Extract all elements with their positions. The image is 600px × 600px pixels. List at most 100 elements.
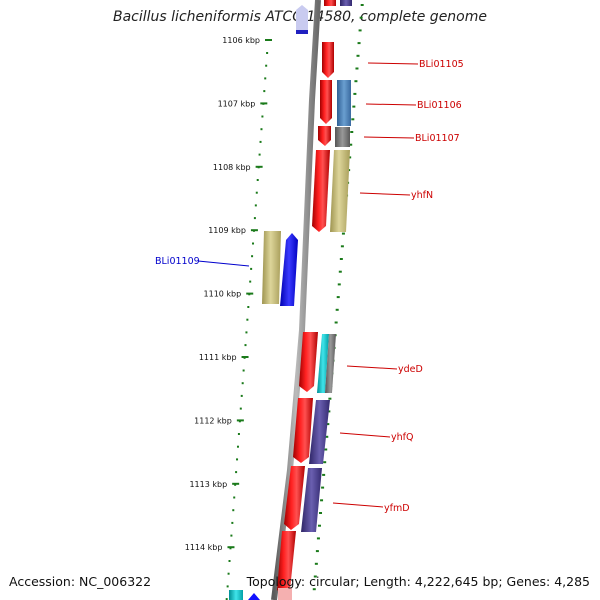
inner-tick-dot [231,521,234,524]
kbp-tick-label: 1106 kbp [222,36,260,45]
outer-tick-dot [360,4,364,6]
outer-tick-dot [340,245,344,248]
gene-bli01107-red [318,126,331,146]
outer-tick-dot [315,550,319,553]
gene-yded-gray [325,334,336,393]
outer-tick-dot [338,270,342,273]
outer-tick-dot [325,435,329,438]
inner-tick-dot [230,534,233,537]
gene-label-bli01105[interactable]: BLi01105 [419,59,464,70]
inner-tick-dot [253,217,256,220]
gene-bli01107-gray [335,127,350,147]
outer-tick-dot [355,67,359,70]
inner-tick-dot [261,115,264,118]
outer-tick-dot [354,80,358,83]
outer-tick-dot [326,423,330,426]
gene-label-yfmd[interactable]: yfmD [384,503,410,514]
inner-tick-dot [236,445,239,448]
outer-tick-dot [341,232,345,235]
gene-yhfq-navy [309,400,330,464]
inner-tick-dot [263,90,266,93]
gene-label-bli01106[interactable]: BLi01106 [417,100,462,111]
gene-bli01105 [322,42,334,78]
gene-bottom-blue [248,593,260,600]
outer-tick-dot [327,410,331,413]
gene-label-bli01107[interactable]: BLi01107 [415,133,460,144]
outer-tick-dot [336,296,340,299]
inner-tick-dot [228,560,231,562]
inner-tick-dot [226,585,229,588]
gene-bli01106-red [320,80,332,124]
inner-tick-dot [227,572,230,575]
outer-tick-dot [335,308,339,311]
gene-top-lavender [296,5,308,32]
inner-tick-dot [244,344,247,347]
outer-tick-dot [317,524,321,527]
kbp-tick-label: 1109 kbp [208,226,246,235]
kbp-tick-label: 1112 kbp [194,416,232,425]
gene-bottom-red [277,531,296,596]
kbp-tick-label: 1108 kbp [213,163,251,172]
gene-bli01109-olive [262,231,281,304]
inner-tick-dot [233,496,236,499]
gene-bottom-cyan [229,590,243,600]
outer-tick-dot [353,92,357,95]
gene-bli01106-steel [337,80,351,126]
inner-tick-dot [245,331,248,334]
outer-tick-dot [323,461,327,464]
inner-tick-dot [249,280,252,283]
inner-tick-dot [237,433,240,435]
kbp-tick-label: 1114 kbp [185,543,223,552]
inner-tick-dot [239,407,242,410]
gene-yhfn-red [312,150,330,232]
outer-tick-dot [321,486,325,489]
accession-text: Accession: NC_006322 [9,574,152,589]
inner-tick-dot [250,267,253,270]
inner-tick-dot [251,255,254,258]
inner-tick-dot [264,77,267,80]
outer-tick-dot [322,473,326,476]
gene-top-blue [296,30,308,34]
gene-label-bli01109[interactable]: BLi01109 [155,256,200,267]
inner-tick-dot [260,128,263,131]
outer-tick-dot [320,499,324,502]
gene-yded-red [299,332,318,392]
outer-tick-dot [358,29,362,32]
inner-tick-dot [266,52,269,54]
kbp-tick-label: 1110 kbp [204,290,242,299]
inner-tick-dot [252,242,255,245]
inner-tick-dot [242,369,245,372]
inner-tick-dot [265,64,268,67]
kbp-scale: 1106 kbp 1107 kbp 1108 kbp 1109 kbp 1110 kbp… [185,36,272,552]
gene-label-yhfn[interactable]: yhfN [411,190,433,201]
gene-yhfq-red [293,398,313,463]
inner-tick-dot [254,204,257,207]
outer-tick-dot [319,512,323,514]
gene-top-red [324,0,336,6]
outer-tick-dot [357,42,361,45]
inner-tick-dot [256,179,259,181]
inner-tick-dot [235,471,238,474]
outer-tick-dot [324,448,328,451]
inner-tick-dot [236,458,239,461]
gene-label-yded[interactable]: ydeD [398,364,423,375]
gene-yhfn-olive [330,150,350,232]
gene-label-yhfq[interactable]: yhfQ [391,432,413,443]
inner-tick-dot [258,153,261,156]
gene-labels: BLi01105 BLi01106 BLi01107 yhfN BLi01109… [155,59,464,514]
kbp-tick-label: 1107 kbp [218,99,256,108]
kbp-tick-label: 1111 kbp [199,353,237,362]
gene-yfmd-red [284,466,305,530]
outer-tick-dot [359,16,363,19]
outer-tick-dot [350,131,354,133]
outer-tick-dot [313,575,317,578]
inner-tick-dot [255,191,258,194]
outer-tick-dot [352,105,356,108]
topology-text: Topology: circular; Length: 4,222,645 bp… [246,574,590,589]
outer-tick-dot [337,283,341,286]
outer-tick-dot [312,588,316,591]
inner-tick-dot [229,547,232,550]
outer-tick-dot [356,54,360,57]
outer-tick-dot [328,397,332,400]
